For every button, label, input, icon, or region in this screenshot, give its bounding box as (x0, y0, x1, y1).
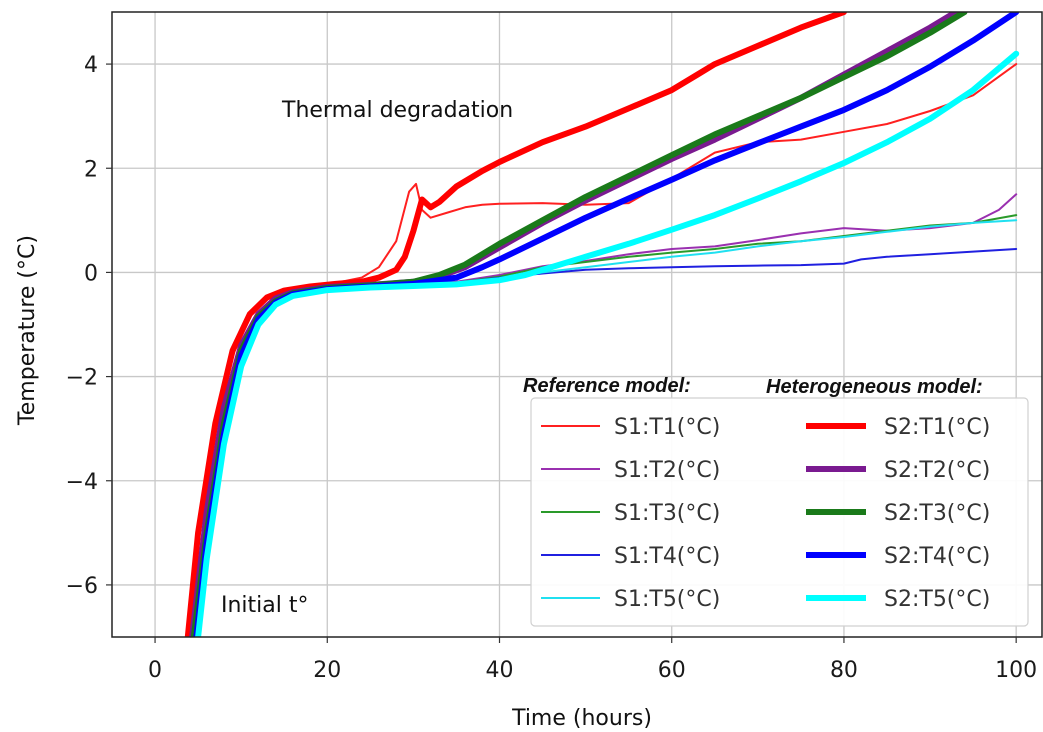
annotation-initial-temperature: Initial t° (221, 593, 309, 618)
legend-label: S1:T3(°C) (614, 501, 720, 526)
y-tick-label: −6 (66, 574, 98, 599)
legend-group-title-reference: Reference model: (523, 375, 691, 397)
y-tick-label: 4 (84, 53, 98, 78)
legend-label: S2:T4(°C) (884, 544, 990, 569)
y-tick-label: 0 (84, 261, 98, 286)
legend-label: S2:T5(°C) (884, 587, 990, 612)
legend: Reference model: Heterogeneous model: S1… (523, 375, 1029, 627)
annotation-thermal-degradation: Thermal degradation (281, 98, 513, 123)
legend-box (530, 397, 1029, 627)
series-lines (184, 12, 1020, 637)
y-axis-label: Temperature (°C) (15, 235, 40, 426)
x-tick-label: 0 (148, 658, 162, 683)
series-line-s2-t5-c (195, 50, 1020, 637)
y-tick-label: −4 (66, 470, 98, 495)
y-tick-label: 2 (84, 157, 98, 182)
series-line-s2-t1-c (184, 12, 847, 637)
series-line-s2-t4-c (193, 12, 1020, 637)
grid (112, 12, 1042, 637)
legend-group-title-heterogeneous: Heterogeneous model: (766, 376, 983, 398)
x-tick-label: 100 (995, 658, 1037, 683)
legend-label: S2:T3(°C) (884, 501, 990, 526)
legend-label: S1:T2(°C) (614, 458, 720, 483)
legend-label: S1:T1(°C) (614, 415, 720, 440)
legend-label: S1:T5(°C) (614, 587, 720, 612)
x-axis-label: Time (hours) (511, 706, 652, 731)
x-tick-label: 80 (830, 658, 858, 683)
legend-label: S2:T1(°C) (884, 415, 990, 440)
legend-label: S1:T4(°C) (614, 544, 720, 569)
x-tick-label: 40 (486, 658, 514, 683)
y-tick-label: −2 (66, 366, 98, 391)
tick-labels: 0 20 40 60 80 100 −6 −4 −2 0 2 4 (66, 53, 1038, 683)
x-tick-label: 60 (658, 658, 686, 683)
legend-label: S2:T2(°C) (884, 458, 990, 483)
x-tick-label: 20 (313, 658, 341, 683)
plot-frame (111, 11, 1043, 638)
